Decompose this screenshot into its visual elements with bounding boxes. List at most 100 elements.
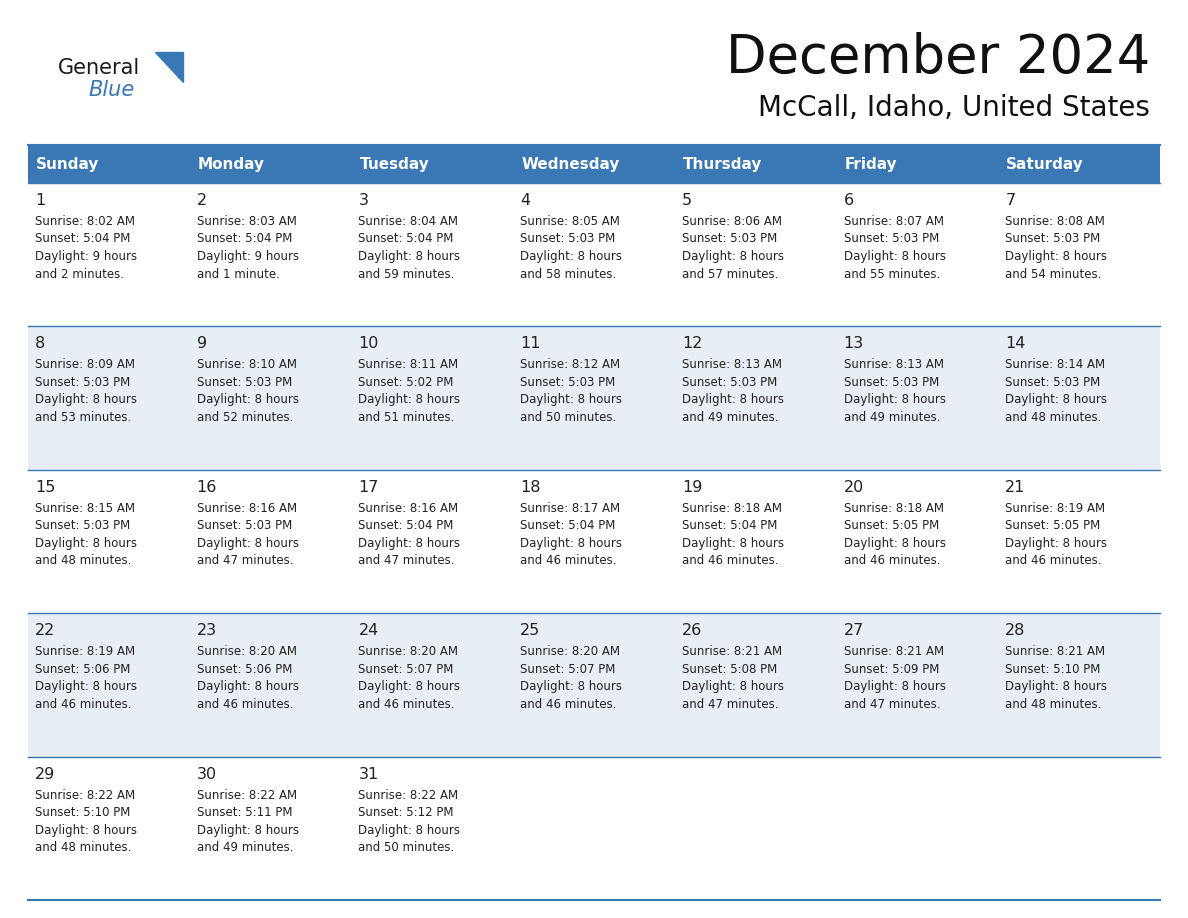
Text: Daylight: 9 hours: Daylight: 9 hours <box>34 250 137 263</box>
Text: Daylight: 8 hours: Daylight: 8 hours <box>682 394 784 407</box>
Text: Sunset: 5:05 PM: Sunset: 5:05 PM <box>843 520 939 532</box>
Text: Sunrise: 8:21 AM: Sunrise: 8:21 AM <box>682 645 782 658</box>
Text: Sunset: 5:03 PM: Sunset: 5:03 PM <box>1005 232 1100 245</box>
Text: Sunrise: 8:17 AM: Sunrise: 8:17 AM <box>520 502 620 515</box>
Bar <box>513 470 675 613</box>
Text: 1: 1 <box>34 193 45 208</box>
Text: and 51 minutes.: and 51 minutes. <box>359 411 455 424</box>
Text: Sunrise: 8:11 AM: Sunrise: 8:11 AM <box>359 358 459 372</box>
Text: 6: 6 <box>843 193 854 208</box>
Text: Daylight: 8 hours: Daylight: 8 hours <box>1005 680 1107 693</box>
Bar <box>675 756 836 900</box>
Bar <box>352 145 513 183</box>
Text: Sunrise: 8:21 AM: Sunrise: 8:21 AM <box>843 645 943 658</box>
Text: 3: 3 <box>359 193 368 208</box>
Text: Daylight: 8 hours: Daylight: 8 hours <box>520 394 623 407</box>
Bar <box>352 470 513 613</box>
Text: Daylight: 8 hours: Daylight: 8 hours <box>682 537 784 550</box>
Text: Sunset: 5:03 PM: Sunset: 5:03 PM <box>34 375 131 389</box>
Text: Sunset: 5:03 PM: Sunset: 5:03 PM <box>520 375 615 389</box>
Text: 18: 18 <box>520 480 541 495</box>
Text: Sunrise: 8:21 AM: Sunrise: 8:21 AM <box>1005 645 1105 658</box>
Text: Daylight: 8 hours: Daylight: 8 hours <box>520 680 623 693</box>
Text: General: General <box>58 58 140 78</box>
Text: Daylight: 8 hours: Daylight: 8 hours <box>359 250 461 263</box>
Text: 20: 20 <box>843 480 864 495</box>
Bar <box>29 756 190 900</box>
Bar <box>513 613 675 756</box>
Text: and 54 minutes.: and 54 minutes. <box>1005 267 1101 281</box>
Text: Sunrise: 8:22 AM: Sunrise: 8:22 AM <box>197 789 297 801</box>
Bar <box>513 756 675 900</box>
Text: 28: 28 <box>1005 623 1025 638</box>
Text: and 1 minute.: and 1 minute. <box>197 267 279 281</box>
Bar <box>29 613 190 756</box>
Text: 13: 13 <box>843 336 864 352</box>
Text: Sunset: 5:03 PM: Sunset: 5:03 PM <box>520 232 615 245</box>
Text: 31: 31 <box>359 767 379 781</box>
Text: and 46 minutes.: and 46 minutes. <box>682 554 778 567</box>
Text: Daylight: 8 hours: Daylight: 8 hours <box>34 394 137 407</box>
Text: Sunset: 5:09 PM: Sunset: 5:09 PM <box>843 663 939 676</box>
Text: Daylight: 8 hours: Daylight: 8 hours <box>197 537 298 550</box>
Bar <box>513 145 675 183</box>
Bar <box>29 145 190 183</box>
Bar <box>998 327 1159 470</box>
Text: 2: 2 <box>197 193 207 208</box>
Text: and 57 minutes.: and 57 minutes. <box>682 267 778 281</box>
Text: 17: 17 <box>359 480 379 495</box>
Bar <box>190 327 352 470</box>
Text: and 47 minutes.: and 47 minutes. <box>197 554 293 567</box>
Text: and 48 minutes.: and 48 minutes. <box>1005 698 1101 711</box>
Bar <box>836 145 998 183</box>
Bar <box>998 470 1159 613</box>
Text: and 48 minutes.: and 48 minutes. <box>1005 411 1101 424</box>
Bar <box>190 145 352 183</box>
Bar <box>675 183 836 327</box>
Bar <box>352 613 513 756</box>
Text: Sunrise: 8:18 AM: Sunrise: 8:18 AM <box>843 502 943 515</box>
Text: Sunset: 5:10 PM: Sunset: 5:10 PM <box>1005 663 1100 676</box>
Text: Sunset: 5:05 PM: Sunset: 5:05 PM <box>1005 520 1100 532</box>
Text: Friday: Friday <box>845 156 897 172</box>
Text: 23: 23 <box>197 623 217 638</box>
Text: Blue: Blue <box>88 80 134 100</box>
Text: Sunrise: 8:10 AM: Sunrise: 8:10 AM <box>197 358 297 372</box>
Text: McCall, Idaho, United States: McCall, Idaho, United States <box>758 94 1150 122</box>
Text: Daylight: 8 hours: Daylight: 8 hours <box>520 250 623 263</box>
Text: 30: 30 <box>197 767 217 781</box>
Bar <box>352 756 513 900</box>
Bar <box>998 613 1159 756</box>
Text: Sunset: 5:03 PM: Sunset: 5:03 PM <box>682 232 777 245</box>
Text: Sunset: 5:04 PM: Sunset: 5:04 PM <box>34 232 131 245</box>
Text: 19: 19 <box>682 480 702 495</box>
Bar <box>675 327 836 470</box>
Text: 12: 12 <box>682 336 702 352</box>
Text: Daylight: 8 hours: Daylight: 8 hours <box>843 537 946 550</box>
Text: Sunrise: 8:13 AM: Sunrise: 8:13 AM <box>682 358 782 372</box>
Text: and 46 minutes.: and 46 minutes. <box>34 698 132 711</box>
Bar <box>190 613 352 756</box>
Text: Sunrise: 8:22 AM: Sunrise: 8:22 AM <box>359 789 459 801</box>
Bar <box>836 183 998 327</box>
Text: Daylight: 9 hours: Daylight: 9 hours <box>197 250 299 263</box>
Text: and 49 minutes.: and 49 minutes. <box>682 411 778 424</box>
Text: Sunrise: 8:05 AM: Sunrise: 8:05 AM <box>520 215 620 228</box>
Text: 16: 16 <box>197 480 217 495</box>
Text: 22: 22 <box>34 623 56 638</box>
Text: Sunrise: 8:18 AM: Sunrise: 8:18 AM <box>682 502 782 515</box>
Text: and 2 minutes.: and 2 minutes. <box>34 267 124 281</box>
Bar <box>836 756 998 900</box>
Text: and 58 minutes.: and 58 minutes. <box>520 267 617 281</box>
Text: Sunrise: 8:12 AM: Sunrise: 8:12 AM <box>520 358 620 372</box>
Text: Daylight: 8 hours: Daylight: 8 hours <box>1005 537 1107 550</box>
Text: Daylight: 8 hours: Daylight: 8 hours <box>843 250 946 263</box>
Text: Sunrise: 8:19 AM: Sunrise: 8:19 AM <box>34 645 135 658</box>
Text: 24: 24 <box>359 623 379 638</box>
Text: December 2024: December 2024 <box>726 32 1150 84</box>
Text: and 47 minutes.: and 47 minutes. <box>359 554 455 567</box>
Text: 25: 25 <box>520 623 541 638</box>
Text: Saturday: Saturday <box>1006 156 1083 172</box>
Text: Sunrise: 8:19 AM: Sunrise: 8:19 AM <box>1005 502 1105 515</box>
Bar <box>513 327 675 470</box>
